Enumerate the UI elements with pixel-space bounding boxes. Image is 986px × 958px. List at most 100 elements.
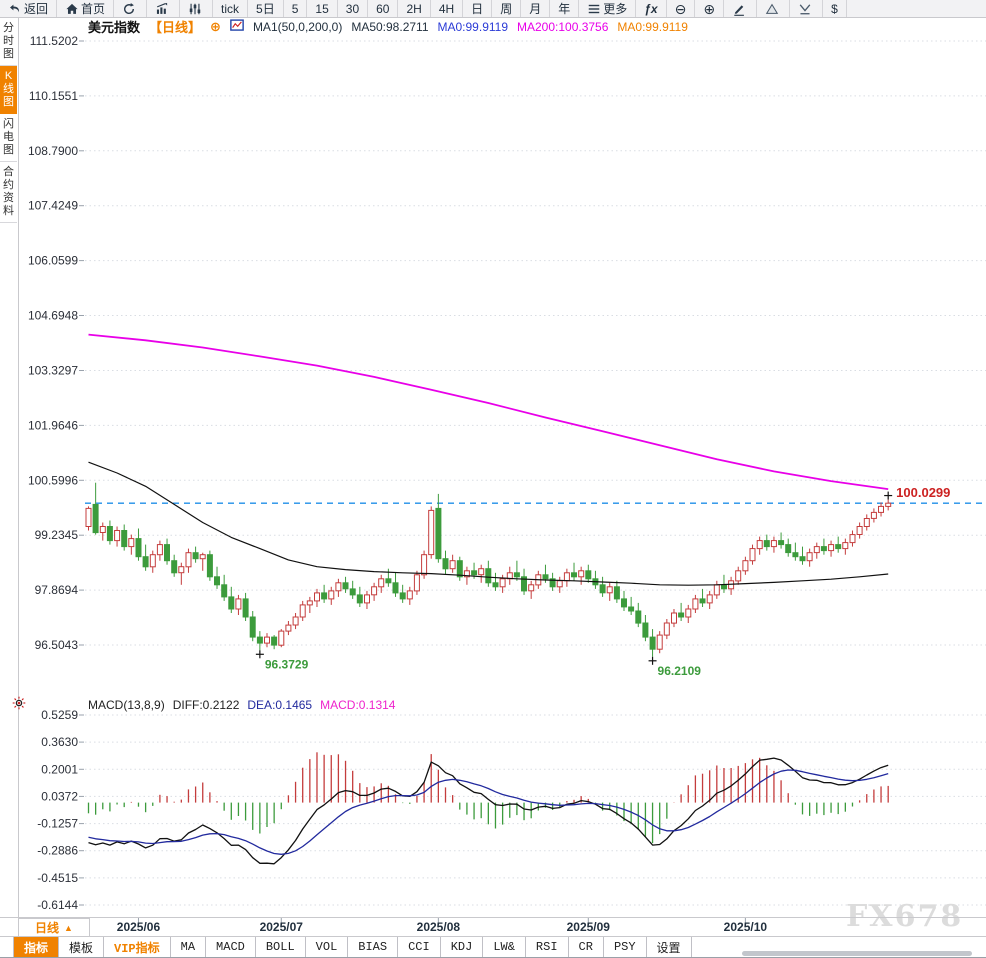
- tab-kdj[interactable]: KDJ: [441, 937, 484, 957]
- tab-vip-indicators[interactable]: VIP指标: [104, 937, 171, 957]
- interval-60-button[interactable]: 60: [368, 0, 399, 17]
- tab-indicators[interactable]: 指标: [13, 937, 60, 957]
- ma200-line: [88, 333, 889, 490]
- add-indicator-icon[interactable]: ⊕: [210, 18, 221, 34]
- interval-30-button[interactable]: 30: [338, 0, 369, 17]
- interval-tick-button-label: tick: [221, 1, 240, 16]
- interval-day-button[interactable]: 日: [463, 0, 493, 17]
- interval-15-button-label: 15: [315, 1, 329, 16]
- pen-icon: [732, 2, 746, 16]
- macd-macd-value: MACD:0.1314: [320, 697, 396, 712]
- interval-tick-button[interactable]: tick: [213, 0, 249, 17]
- x-axis-month-label: 2025/08: [416, 920, 461, 934]
- zoom-in-button-label: ⊕: [703, 0, 716, 17]
- x-axis-row: 日线 ▲ 2025/06 2025/07 2025/08 2025/09 2025/10: [0, 917, 986, 937]
- macd-axis-label: 0.3630: [41, 735, 78, 749]
- triangle-down-button[interactable]: [790, 0, 824, 17]
- interval-week-button[interactable]: 周: [492, 0, 522, 17]
- interval-2h-button[interactable]: 2H: [398, 0, 431, 17]
- macd-diff-value: DIFF:0.2122: [172, 697, 240, 712]
- period-selector[interactable]: 日线 ▲: [18, 918, 90, 937]
- macd-axis-label: 0.5259: [41, 708, 78, 722]
- watermark: FX678: [846, 899, 964, 934]
- tab-ma[interactable]: MA: [171, 937, 207, 957]
- mini-chart-icon[interactable]: [230, 18, 244, 35]
- interval-5d-button-label: 5日: [256, 2, 275, 16]
- horizontal-scrollbar[interactable]: [742, 951, 972, 956]
- macd-axis-label: 0.2001: [41, 762, 78, 776]
- y-axis-label: 100.5996: [28, 473, 78, 487]
- ma200-value: MA200:100.3756: [517, 19, 609, 34]
- interval-month-button[interactable]: 月: [521, 0, 551, 17]
- tab-cr[interactable]: CR: [569, 937, 604, 957]
- bar-chart-icon: [155, 2, 169, 16]
- interval-30-button-label: 30: [345, 1, 360, 16]
- last-price-marker: [884, 491, 893, 500]
- interval-5-button[interactable]: 5: [284, 0, 308, 17]
- interval-4h-button[interactable]: 4H: [431, 0, 464, 17]
- macd-diff-line: [88, 757, 889, 865]
- chart-style-button[interactable]: [147, 0, 181, 17]
- depth-button[interactable]: [180, 0, 214, 17]
- tab-psy[interactable]: PSY: [604, 937, 647, 957]
- interval-15-button[interactable]: 15: [307, 0, 338, 17]
- tab-boll[interactable]: BOLL: [256, 937, 306, 957]
- low-price-label: 96.3729: [265, 657, 309, 671]
- sidebar-tab-time-chart[interactable]: 分时图: [0, 18, 17, 66]
- dollar-button-label: $: [831, 1, 838, 16]
- triangle-up-button[interactable]: [757, 0, 791, 17]
- more-button[interactable]: 更多: [579, 0, 637, 17]
- refresh-button[interactable]: [114, 0, 148, 17]
- macd-histogram: [87, 752, 889, 844]
- tab-rsi[interactable]: RSI: [526, 937, 569, 957]
- zoom-out-button[interactable]: ⊖: [667, 0, 696, 17]
- interval-week-button-label: 周: [500, 2, 513, 16]
- triangle-up-icon: [765, 2, 779, 16]
- top-toolbar: 返回 首页 tick 5日 5 15 30 60 2H 4H 日 周 月 年 更多 ƒx ⊖ ⊕ $: [0, 0, 986, 18]
- macd-axis-label: -0.6144: [37, 898, 78, 912]
- candlestick-series: [85, 482, 892, 657]
- chart-header: 美元指数 【日线】 ⊕ MA1(50,0,200,0) MA50:98.2711…: [88, 18, 697, 36]
- macd-axis-label: 0.0372: [41, 789, 78, 803]
- zoom-in-button[interactable]: ⊕: [695, 0, 725, 17]
- macd-axis-label: -0.1257: [37, 817, 78, 831]
- ma0-orange-value: MA0:99.9119: [617, 19, 688, 34]
- macd-grid: 0.5259 0.3630 0.2001 0.0372 -0.1257 -0.2886 -0…: [37, 708, 986, 912]
- draw-button[interactable]: [724, 0, 758, 17]
- interval-year-button-label: 年: [558, 2, 571, 16]
- fx-indicator-button-label: ƒx: [644, 1, 658, 16]
- tab-templates[interactable]: 模板: [59, 937, 105, 957]
- x-axis-month-label: 2025/09: [566, 920, 610, 934]
- ma50-line: [88, 461, 889, 586]
- tab-settings[interactable]: 设置: [647, 937, 692, 957]
- home-button[interactable]: 首页: [57, 0, 115, 17]
- y-axis-label: 104.6948: [28, 309, 78, 323]
- low-marker: [648, 656, 657, 665]
- tab-bias[interactable]: BIAS: [348, 937, 399, 957]
- x-axis-month-label: 2025/06: [116, 920, 161, 934]
- back-button[interactable]: 返回: [0, 0, 58, 17]
- interval-4h-button-label: 4H: [438, 1, 455, 16]
- interval-5d-button[interactable]: 5日: [248, 0, 284, 17]
- fx-indicator-button[interactable]: ƒx: [636, 0, 667, 17]
- symbol-name: 美元指数: [88, 20, 141, 35]
- tab-vol[interactable]: VOL: [306, 937, 349, 957]
- sidebar-tab-lightning-chart[interactable]: 闪电图: [0, 114, 17, 162]
- indicator-toolbar: 指标 模板 VIP指标 MA MACD BOLL VOL BIAS CCI KDJ LW& RSI CR…: [0, 936, 986, 958]
- period-label: 【日线】: [149, 20, 202, 35]
- tab-lw[interactable]: LW&: [483, 937, 526, 957]
- interval-month-button-label: 月: [529, 2, 542, 16]
- interval-year-button[interactable]: 年: [550, 0, 580, 17]
- tab-cci[interactable]: CCI: [398, 937, 441, 957]
- period-selector-label: 日线: [35, 921, 60, 935]
- indicator-settings-icon[interactable]: [12, 696, 26, 715]
- home-button-label: 首页: [81, 2, 106, 16]
- triangle-up-small-icon: ▲: [64, 922, 73, 933]
- tab-macd[interactable]: MACD: [206, 937, 256, 957]
- sliders-icon: [188, 2, 202, 16]
- sidebar-tab-contract-info[interactable]: 合约资料: [0, 162, 17, 223]
- dollar-button[interactable]: $: [823, 0, 847, 17]
- y-axis-label: 99.2345: [35, 528, 79, 542]
